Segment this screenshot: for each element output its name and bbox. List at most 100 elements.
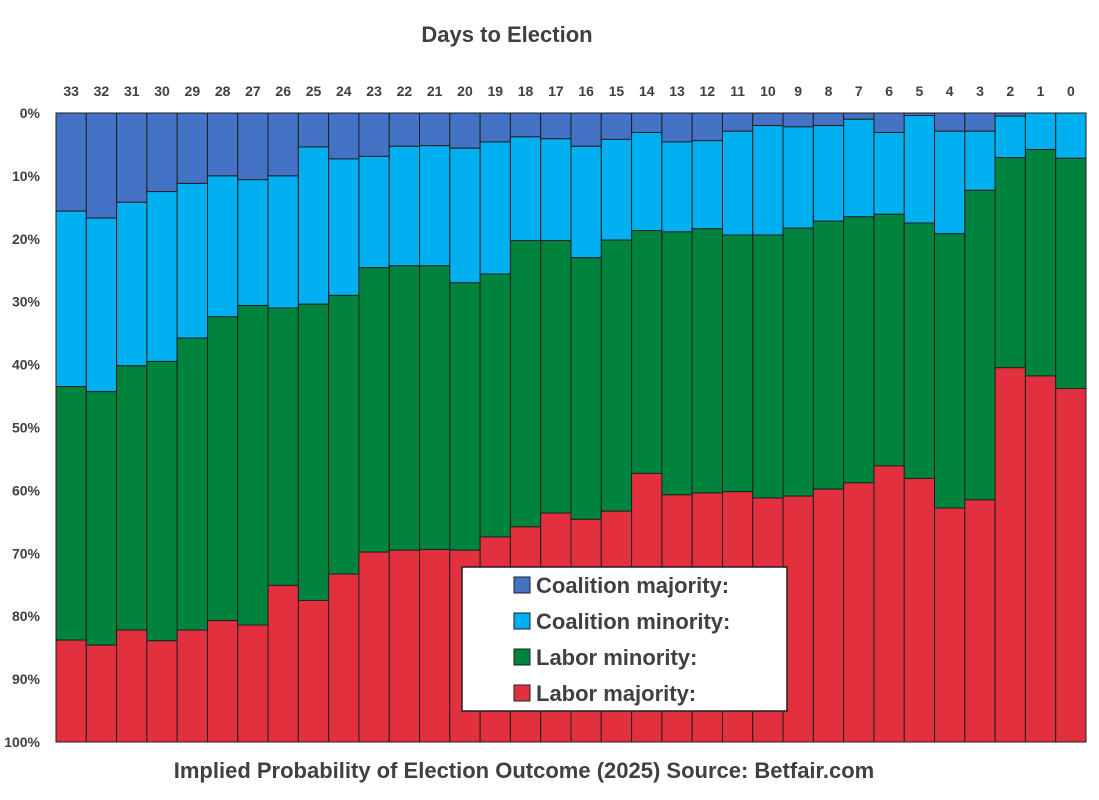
bar-segment-1: [752, 112, 784, 127]
bar-segment-2: [1055, 112, 1087, 159]
bar-segment-2: [358, 155, 390, 269]
bar-segment-2: [994, 115, 1026, 159]
y-tick-label: 10%: [12, 168, 41, 184]
bar-segment-1: [237, 112, 269, 181]
bar-segment-3: [812, 220, 845, 490]
y-tick-label: 90%: [12, 671, 41, 687]
bar-segment-2: [540, 138, 572, 242]
bar-segment-4: [419, 549, 451, 743]
x-tick-label: 21: [427, 83, 443, 99]
legend-swatch: [513, 648, 531, 666]
x-tick-label: 31: [124, 83, 140, 99]
x-tick-label: 24: [336, 83, 352, 99]
x-tick-label: 11: [730, 83, 745, 99]
x-tick-label: 12: [700, 83, 716, 99]
x-tick-label: 10: [760, 83, 776, 99]
bar-segment-2: [116, 201, 148, 367]
bar-segment-3: [903, 222, 936, 479]
x-tick-label: 14: [639, 83, 655, 99]
x-tick-label: 29: [185, 83, 201, 99]
bar-segment-4: [328, 573, 360, 743]
bar-segment-3: [176, 337, 208, 631]
y-tick-label: 40%: [12, 357, 41, 373]
bar-segment-2: [509, 136, 542, 242]
bar-segment-2: [934, 130, 966, 235]
bar-segment-1: [691, 112, 723, 142]
legend-swatch: [513, 612, 531, 630]
bar-segment-3: [691, 228, 723, 494]
y-tick-label: 20%: [12, 231, 41, 247]
bar-segment-2: [782, 126, 814, 229]
bar-segment-2: [176, 182, 208, 339]
x-tick-label: 25: [306, 83, 322, 99]
bar-segment-3: [388, 265, 421, 551]
bar-segment-2: [297, 146, 330, 305]
bar-segment-1: [934, 112, 966, 132]
bar-segment-1: [570, 112, 602, 147]
x-tick-label: 0: [1067, 83, 1075, 99]
bar-segment-3: [600, 239, 633, 512]
bar-segment-1: [206, 112, 239, 177]
bar-segment-4: [812, 488, 845, 743]
bar-segment-3: [843, 216, 875, 484]
bar-segment-3: [297, 303, 330, 601]
y-tick-label: 60%: [12, 482, 41, 498]
bar-segment-2: [843, 118, 875, 218]
bar-segment-4: [85, 644, 118, 743]
bar-segment-3: [146, 360, 178, 642]
bar-segment-3: [116, 365, 148, 631]
bar-segment-1: [176, 112, 208, 184]
bar-segment-1: [540, 112, 572, 140]
x-tick-label: 13: [669, 83, 685, 99]
bar-segment-3: [358, 267, 390, 553]
bar-segment-1: [55, 112, 87, 212]
bar-segment-2: [691, 140, 723, 230]
legend-swatch: [513, 576, 531, 594]
bar-segment-2: [873, 131, 905, 215]
bar-segment-4: [934, 507, 966, 743]
x-tick-label: 18: [518, 83, 534, 99]
bar-segment-2: [85, 217, 118, 393]
bar-segment-1: [419, 112, 451, 147]
bar-segment-1: [600, 112, 633, 140]
bar-segment-1: [661, 112, 693, 143]
bar-segment-3: [85, 391, 118, 646]
bar-segment-3: [1024, 148, 1057, 377]
bar-segment-3: [479, 273, 511, 538]
bar-segment-1: [449, 112, 481, 149]
bar-segment-2: [752, 125, 784, 236]
y-tick-label: 0%: [20, 105, 41, 121]
bar-segment-2: [206, 175, 239, 318]
bar-segment-2: [267, 175, 299, 309]
bar-segment-3: [55, 386, 87, 641]
bar-segment-1: [388, 112, 421, 147]
bar-segment-2: [237, 179, 269, 306]
bar-segment-1: [631, 112, 663, 133]
bar-segment-1: [146, 112, 178, 193]
bar-segment-2: [661, 141, 693, 233]
bar-segment-3: [994, 157, 1026, 369]
bar-segment-3: [934, 233, 966, 509]
chart-title: Days to Election: [421, 22, 592, 47]
legend-label: Coalition majority:: [536, 573, 729, 598]
bar-segment-3: [873, 213, 905, 467]
bar-segment-1: [479, 112, 511, 143]
bar-segment-3: [721, 234, 754, 493]
bar-segment-1: [297, 112, 330, 148]
x-tick-label: 27: [245, 83, 261, 99]
x-tick-label: 2: [1006, 83, 1014, 99]
x-tick-label: 22: [397, 83, 413, 99]
bar-segment-2: [388, 145, 421, 267]
x-tick-label: 17: [548, 83, 564, 99]
bar-segment-3: [267, 307, 299, 586]
bar-segment-1: [328, 112, 360, 160]
x-tick-label: 16: [578, 83, 594, 99]
bar-segment-4: [55, 639, 87, 743]
bar-segment-4: [843, 482, 875, 743]
y-tick-label: 70%: [12, 545, 41, 561]
bar-segment-3: [328, 294, 360, 575]
bar-segment-1: [812, 112, 845, 127]
y-tick-label: 30%: [12, 294, 41, 310]
bar-segment-1: [964, 112, 996, 132]
bar-segment-2: [449, 147, 481, 284]
